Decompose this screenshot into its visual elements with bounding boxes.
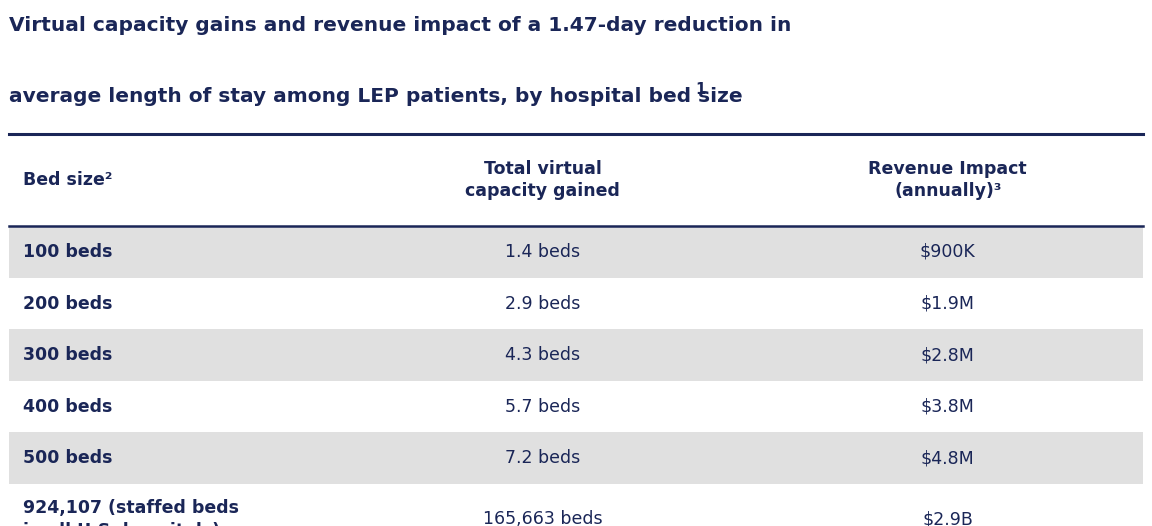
Text: 4.3 beds: 4.3 beds (505, 346, 581, 364)
Text: $2.9B: $2.9B (923, 510, 973, 526)
Text: $4.8M: $4.8M (920, 449, 975, 467)
Text: average length of stay among LEP patients, by hospital bed size: average length of stay among LEP patient… (9, 87, 743, 106)
Text: 200 beds: 200 beds (23, 295, 113, 312)
Text: $3.8M: $3.8M (920, 398, 975, 416)
Text: 300 beds: 300 beds (23, 346, 112, 364)
Bar (9, 484, 1143, 526)
Text: 500 beds: 500 beds (23, 449, 113, 467)
Text: Virtual capacity gains and revenue impact of a 1.47-day reduction in: Virtual capacity gains and revenue impac… (9, 16, 791, 35)
Text: 924,107 (staffed beds
in all U.S. hospitals): 924,107 (staffed beds in all U.S. hospit… (23, 499, 238, 526)
Text: $2.8M: $2.8M (920, 346, 975, 364)
Text: 2.9 beds: 2.9 beds (505, 295, 581, 312)
Bar (9, 278, 1143, 329)
Text: Bed size²: Bed size² (23, 171, 113, 189)
Text: 100 beds: 100 beds (23, 243, 113, 261)
Text: 5.7 beds: 5.7 beds (505, 398, 581, 416)
Text: 400 beds: 400 beds (23, 398, 112, 416)
Text: Total virtual
capacity gained: Total virtual capacity gained (465, 160, 620, 200)
Text: 7.2 beds: 7.2 beds (505, 449, 581, 467)
Bar (9, 329, 1143, 381)
Bar (9, 226, 1143, 278)
Text: Revenue Impact
(annually)³: Revenue Impact (annually)³ (869, 160, 1028, 200)
Bar (9, 432, 1143, 484)
Text: $900K: $900K (920, 243, 976, 261)
Text: $1.9M: $1.9M (920, 295, 975, 312)
Bar (9, 381, 1143, 432)
Text: 1.4 beds: 1.4 beds (505, 243, 581, 261)
Text: 165,663 beds: 165,663 beds (483, 510, 602, 526)
Text: 1: 1 (696, 82, 706, 97)
